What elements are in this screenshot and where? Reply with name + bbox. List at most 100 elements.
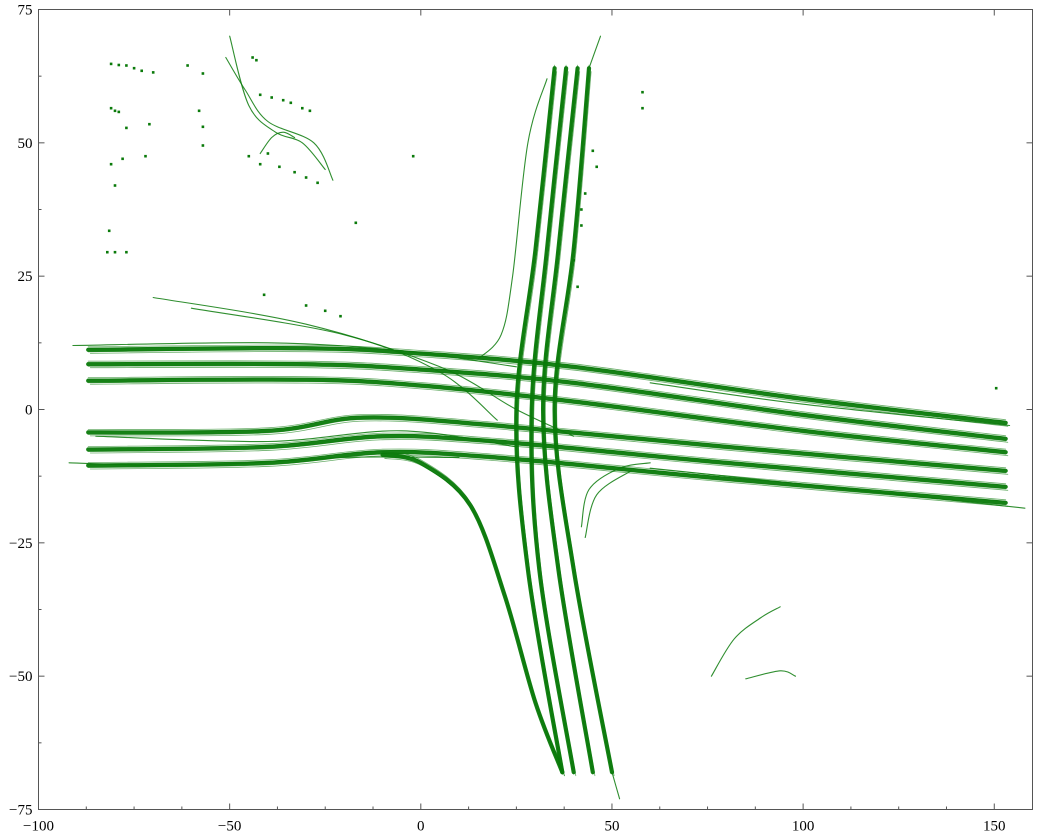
scatter-point <box>580 208 583 211</box>
trajectory-bundle <box>259 131 296 155</box>
scatter-point <box>109 106 113 110</box>
trajectory-strand <box>89 382 1009 457</box>
trajectory-line <box>95 430 517 448</box>
trajectory-strand <box>515 69 563 775</box>
scatter-point <box>113 184 117 187</box>
trajectory-bundle <box>95 430 517 448</box>
scatter-point <box>262 293 266 297</box>
trajectory-line <box>649 382 1011 427</box>
scatter-point <box>281 98 285 102</box>
trajectory-bundle <box>611 771 621 800</box>
scatter-point <box>308 109 312 113</box>
trajectory-strand <box>533 71 577 777</box>
trajectory-bundle <box>541 64 596 777</box>
scatter-point <box>109 162 113 166</box>
trajectory-line <box>580 462 651 528</box>
scatter-point <box>117 63 121 67</box>
trajectory-strand <box>89 366 1009 443</box>
y-tick-label: −25 <box>9 536 32 552</box>
trajectory-bundle <box>229 35 326 171</box>
trajectory-bundle <box>225 56 334 181</box>
trajectory-line <box>710 606 781 677</box>
scatter-point <box>591 149 595 153</box>
scatter-point <box>148 122 151 126</box>
trajectory-bundle <box>745 670 797 680</box>
trajectory-bundle <box>649 467 1026 509</box>
trajectory-line <box>477 78 548 360</box>
scatter-point <box>595 165 598 169</box>
trajectory-strand <box>86 415 1006 470</box>
x-tick-label: 100 <box>792 819 815 835</box>
scatter-point <box>568 274 572 278</box>
trajectory-line <box>229 35 326 171</box>
y-tick-label: −75 <box>9 803 32 819</box>
scatter-point <box>278 165 281 169</box>
trajectory-line <box>611 771 621 800</box>
scatter-point <box>117 110 121 114</box>
scatter-point <box>323 309 327 313</box>
trajectory-strand <box>517 71 565 777</box>
scatter-point <box>641 106 644 110</box>
trajectory-bundle <box>190 307 498 421</box>
trajectory-strand <box>87 413 1007 469</box>
trajectory-bundle <box>68 456 460 467</box>
trajectory-bundle <box>477 78 548 360</box>
scatter-point <box>576 285 579 289</box>
trajectory-line <box>649 467 1026 509</box>
scatter-point <box>301 106 304 110</box>
trajectory-line <box>152 296 575 437</box>
trajectory-strand <box>87 432 1007 485</box>
x-tick-label: 0 <box>417 819 425 835</box>
scatter-point <box>258 93 262 97</box>
y-tick-label: 75 <box>18 3 33 19</box>
scatter-point <box>572 248 575 251</box>
scatter-point <box>125 126 128 130</box>
trajectory-line <box>68 456 460 467</box>
trajectory-bundle <box>529 64 577 777</box>
scatter-point <box>201 72 205 75</box>
scatter-point <box>354 221 358 225</box>
scatter-point <box>289 101 293 105</box>
x-tick-label: −100 <box>23 819 54 835</box>
trajectory-strand <box>87 418 1007 474</box>
scatter-point <box>994 386 998 390</box>
trajectory-line <box>86 449 1008 505</box>
trajectory-strand <box>89 420 1009 475</box>
scatter-point <box>125 250 128 254</box>
scatter-point <box>293 170 296 174</box>
trajectory-strand <box>87 448 1007 501</box>
trajectory-bundle <box>552 64 615 777</box>
trajectory-bundle <box>152 296 575 437</box>
trajectory-line <box>190 307 498 421</box>
scatter-point <box>197 109 201 113</box>
scatter-point <box>132 66 136 70</box>
scatter-point <box>411 154 415 158</box>
scatter-point <box>564 301 568 305</box>
trajectory-strand <box>87 380 1007 455</box>
scatter-point <box>641 90 644 94</box>
trajectory-strand <box>542 69 594 775</box>
trajectory-line <box>541 66 595 775</box>
x-tick-label: 150 <box>983 819 1006 835</box>
y-tick-label: 0 <box>25 403 33 419</box>
trajectory-strand <box>384 457 565 777</box>
trajectory-line <box>86 415 1008 473</box>
trajectory-bundle <box>588 35 602 69</box>
scatter-point <box>583 192 587 195</box>
scatter-point <box>316 181 319 185</box>
trajectory-line <box>584 470 632 539</box>
trajectory-line <box>86 377 1008 455</box>
scatter-point <box>201 144 205 147</box>
scatter-point <box>113 109 117 113</box>
scatter-point <box>247 154 251 158</box>
plot-area <box>68 35 1026 800</box>
x-tick-label: −50 <box>218 819 241 835</box>
trajectory-bundle <box>649 382 1011 427</box>
trajectory-strand <box>530 69 575 775</box>
scatter-point <box>144 154 147 158</box>
scatter-point <box>151 71 155 74</box>
scatter-point <box>255 58 258 62</box>
scatter-point <box>201 125 205 129</box>
trajectory-line <box>72 342 517 368</box>
x-tick-label: 50 <box>604 819 619 835</box>
